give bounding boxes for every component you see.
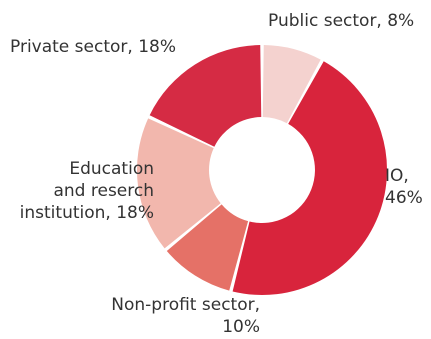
slice-io — [232, 61, 388, 296]
slice-label-non-profit: Non-profit sector, 10% — [111, 295, 260, 337]
slice-private — [149, 45, 262, 147]
slice-label-io: IO, 46% — [385, 166, 423, 208]
slice-public — [262, 45, 321, 124]
slice-education — [136, 118, 221, 249]
slice-label-private: Private sector, 18% — [10, 37, 176, 57]
chart-slices — [136, 45, 388, 296]
slice-label-public: Public sector, 8% — [268, 11, 415, 31]
slice-nonprofit — [166, 204, 249, 291]
slice-label-education: Education and reserch institution, 18% — [19, 159, 154, 223]
